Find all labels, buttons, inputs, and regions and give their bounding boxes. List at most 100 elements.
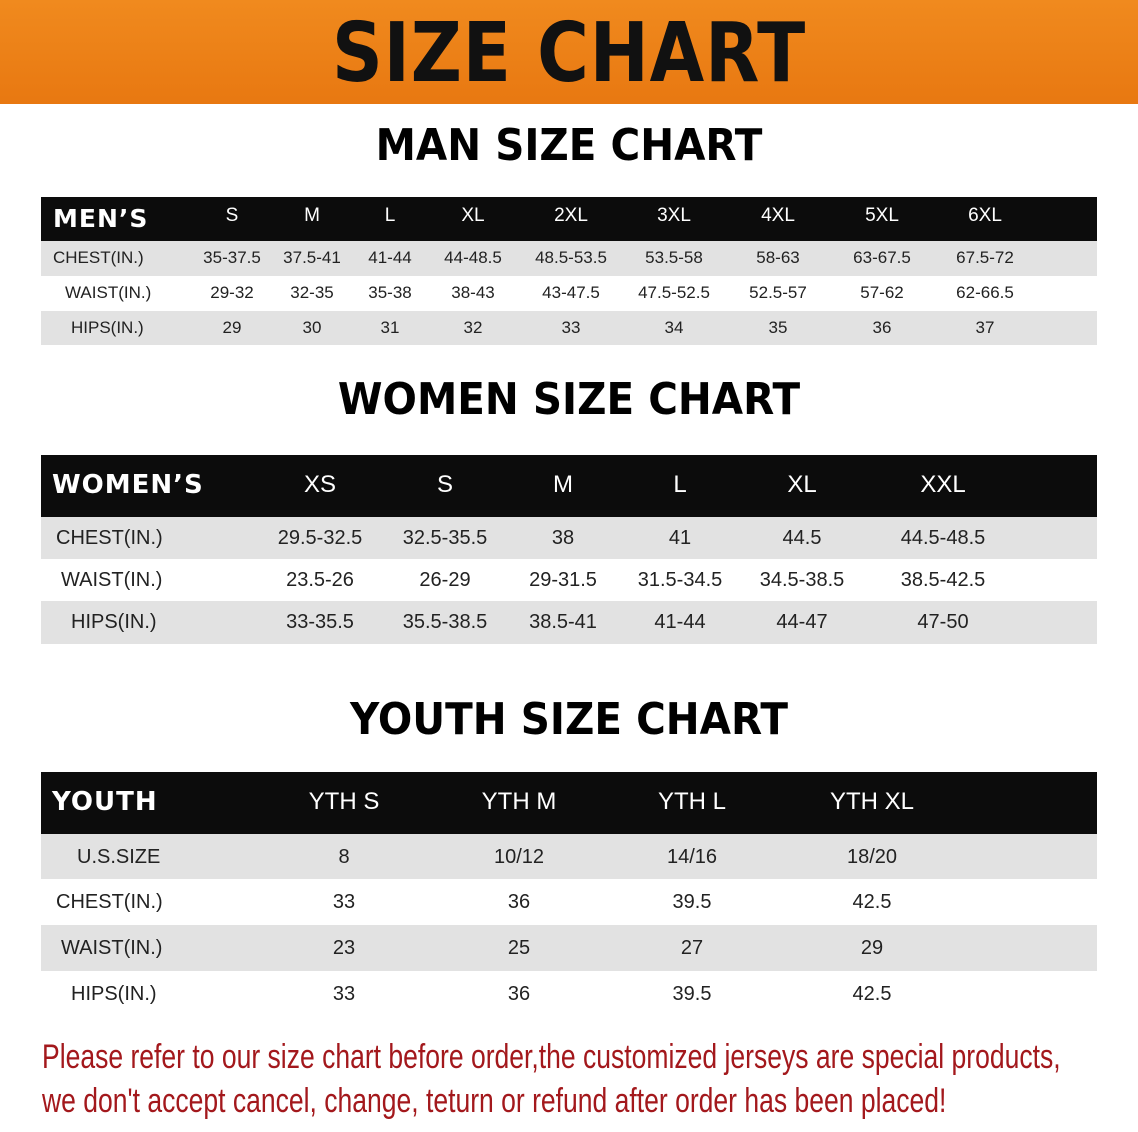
- row-label: WAIST(IN.): [61, 569, 163, 591]
- table-cell: 10/12: [493, 846, 545, 868]
- table-cell: 41-44: [654, 611, 706, 633]
- table-cell: 31: [380, 318, 400, 337]
- row-label: WAIST(IN.): [65, 283, 152, 302]
- table-row: WAIST(IN.) 29-32 32-35 35-38 38-43 43-47.5 47.…: [41, 276, 1097, 311]
- table-cell: 31.5-34.5: [637, 569, 723, 591]
- table-cell: 30: [302, 318, 322, 337]
- table-cell: 62-66.5: [956, 283, 1014, 302]
- row-label: CHEST(IN.): [56, 527, 163, 549]
- table-cell: 23.5-26: [286, 569, 354, 591]
- size-column-header: L: [673, 471, 687, 498]
- table-cell: 67.5-72: [956, 248, 1014, 267]
- table-cell: 38: [551, 527, 575, 549]
- table-cell: 38.5-42.5: [900, 569, 986, 591]
- table-cell: 18/20: [846, 846, 898, 868]
- size-column-header: 2XL: [554, 205, 588, 226]
- table-cell: 35.5-38.5: [402, 611, 488, 633]
- row-label: HIPS(IN.): [71, 983, 157, 1005]
- table-cell: 52.5-57: [749, 283, 807, 302]
- size-column-header: 3XL: [657, 205, 691, 226]
- table-row: HIPS(IN.) 33 36 39.5 42.5: [41, 971, 1097, 1016]
- size-column-header: M: [553, 471, 573, 498]
- table-cell: 35: [768, 318, 788, 337]
- table-cell: 53.5-58: [645, 248, 703, 267]
- women-section-title: WOMEN SIZE CHART: [337, 374, 801, 425]
- table-cell: 37: [975, 318, 995, 337]
- table-cell: 44-48.5: [444, 248, 502, 267]
- table-cell: 57-62: [860, 283, 904, 302]
- table-cell: 41: [668, 527, 692, 549]
- table-row: CHEST(IN.) 33 36 39.5 42.5: [41, 879, 1097, 925]
- table-cell: 32: [463, 318, 483, 337]
- table-cell: 39.5: [672, 891, 712, 913]
- table-cell: 32-35: [290, 283, 334, 302]
- table-cell: 35-37.5: [203, 248, 261, 267]
- table-cell: 36: [507, 891, 531, 913]
- size-column-header: XL: [787, 471, 817, 498]
- table-cell: 34: [664, 318, 684, 337]
- table-row: HIPS(IN.) 33-35.5 35.5-38.5 38.5-41 41-44 44-…: [41, 601, 1097, 644]
- size-column-header: XS: [303, 471, 337, 498]
- table-cell: 42.5: [852, 983, 892, 1005]
- table-cell: 44-47: [776, 611, 828, 633]
- table-cell: 41-44: [368, 248, 412, 267]
- table-cell: 29: [860, 937, 884, 959]
- table-cell: 23: [332, 937, 356, 959]
- table-cell: 25: [507, 937, 531, 959]
- table-cell: 29.5-32.5: [277, 527, 363, 549]
- men-header-row: MEN’S S M L XL 2XL 3XL 4XL 5XL 6XL: [41, 197, 1097, 241]
- table-cell: 33: [332, 983, 356, 1005]
- row-label: HIPS(IN.): [71, 611, 157, 633]
- size-column-header: XL: [461, 205, 485, 226]
- women-header-row: WOMEN’S XS S M L XL XXL: [41, 455, 1097, 517]
- table-row: U.S.SIZE 8 10/12 14/16 18/20: [41, 834, 1097, 879]
- table-cell: 32.5-35.5: [402, 527, 488, 549]
- table-row: CHEST(IN.) 29.5-32.5 32.5-35.5 38 41 44.5 44.5…: [41, 517, 1097, 559]
- row-label: CHEST(IN.): [56, 891, 163, 913]
- men-header-label: MEN’S: [53, 204, 149, 233]
- table-cell: 35-38: [368, 283, 412, 302]
- men-section-title: MAN SIZE CHART: [375, 120, 763, 171]
- table-cell: 29-32: [210, 283, 254, 302]
- table-cell: 29-31.5: [529, 569, 597, 591]
- table-cell: 36: [507, 983, 531, 1005]
- size-column-header: 5XL: [865, 205, 899, 226]
- table-cell: 29: [222, 318, 242, 337]
- row-label: WAIST(IN.): [61, 937, 163, 959]
- size-column-header: S: [225, 205, 239, 226]
- table-cell: 33: [561, 318, 581, 337]
- table-row: WAIST(IN.) 23.5-26 26-29 29-31.5 31.5-34.5 34…: [41, 559, 1097, 601]
- size-column-header: 6XL: [968, 205, 1002, 226]
- table-cell: 34.5-38.5: [759, 569, 845, 591]
- table-cell: 8: [338, 846, 350, 868]
- table-cell: 44.5-48.5: [900, 527, 986, 549]
- table-cell: 58-63: [756, 248, 800, 267]
- table-cell: 27: [680, 937, 704, 959]
- table-cell: 48.5-53.5: [535, 248, 607, 267]
- table-cell: 38-43: [451, 283, 495, 302]
- size-column-header: M: [304, 205, 320, 226]
- size-column-header: YTH M: [481, 788, 557, 815]
- table-cell: 14/16: [666, 846, 718, 868]
- row-label: U.S.SIZE: [77, 846, 161, 868]
- youth-section-title: YOUTH SIZE CHART: [350, 694, 788, 745]
- banner: SIZE CHART: [0, 0, 1138, 104]
- table-cell: 44.5: [782, 527, 822, 549]
- row-label: HIPS(IN.): [71, 318, 144, 337]
- table-cell: 43-47.5: [542, 283, 600, 302]
- table-cell: 38.5-41: [529, 611, 597, 633]
- table-cell: 33-35.5: [286, 611, 354, 633]
- size-column-header: YTH L: [657, 788, 727, 815]
- size-column-header: YTH XL: [829, 788, 915, 815]
- size-column-header: S: [436, 471, 454, 498]
- table-cell: 39.5: [672, 983, 712, 1005]
- table-cell: 47.5-52.5: [638, 283, 710, 302]
- youth-header-label: YOUTH: [52, 787, 158, 817]
- size-column-header: YTH S: [308, 788, 380, 815]
- table-cell: 47-50: [917, 611, 969, 633]
- table-cell: 63-67.5: [853, 248, 911, 267]
- row-label: CHEST(IN.): [53, 248, 144, 267]
- size-column-header: XXL: [920, 471, 966, 498]
- table-row: WAIST(IN.) 23 25 27 29: [41, 925, 1097, 971]
- size-column-header: L: [384, 205, 396, 226]
